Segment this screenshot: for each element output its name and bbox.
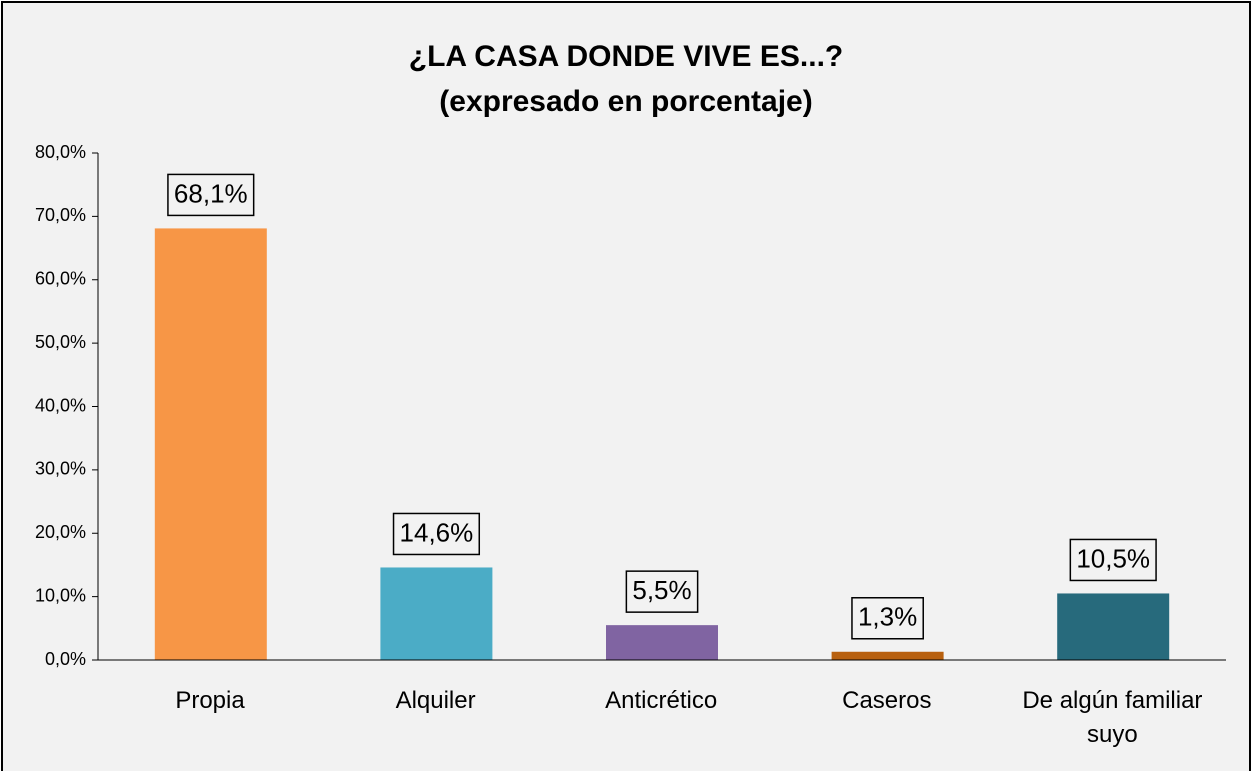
value-label: 1,3% (858, 602, 917, 632)
x-tick-label: Anticrético (605, 687, 718, 714)
y-tick-label: 30,0% (35, 459, 86, 479)
y-tick-label: 80,0% (35, 142, 86, 162)
bar (831, 651, 944, 660)
y-tick-label: 40,0% (35, 395, 86, 415)
value-label-box (851, 597, 924, 640)
chart-title: ¿LA CASA DONDE VIVE ES...? (409, 40, 844, 73)
value-label: 14,6% (400, 517, 474, 547)
bar (606, 625, 718, 660)
value-label-box (392, 512, 481, 556)
y-tick-label: 0,0% (45, 649, 86, 669)
value-label: 5,5% (632, 575, 691, 605)
y-tick-label: 10,0% (35, 585, 86, 605)
value-label: 68,1% (174, 178, 248, 208)
y-tick-label: 60,0% (35, 269, 86, 289)
value-label: 10,5% (1076, 543, 1150, 573)
y-tick-label: 20,0% (35, 522, 86, 542)
value-label-box (167, 173, 255, 217)
value-label-box (1069, 538, 1157, 582)
bar (380, 567, 493, 660)
y-tick-label: 50,0% (35, 332, 86, 352)
x-tick-label: Propia (175, 687, 245, 714)
x-tick-label: Caseros (842, 687, 932, 714)
x-tick-label: Alquiler (395, 687, 476, 714)
y-tick-label: 70,0% (35, 205, 86, 225)
chart-subtitle: (expresado en porcentaje) (439, 85, 812, 118)
bar (154, 228, 267, 660)
value-label-box (625, 570, 699, 613)
x-tick-label: De algún familiar suyo (1022, 687, 1203, 748)
bar (1057, 593, 1170, 660)
